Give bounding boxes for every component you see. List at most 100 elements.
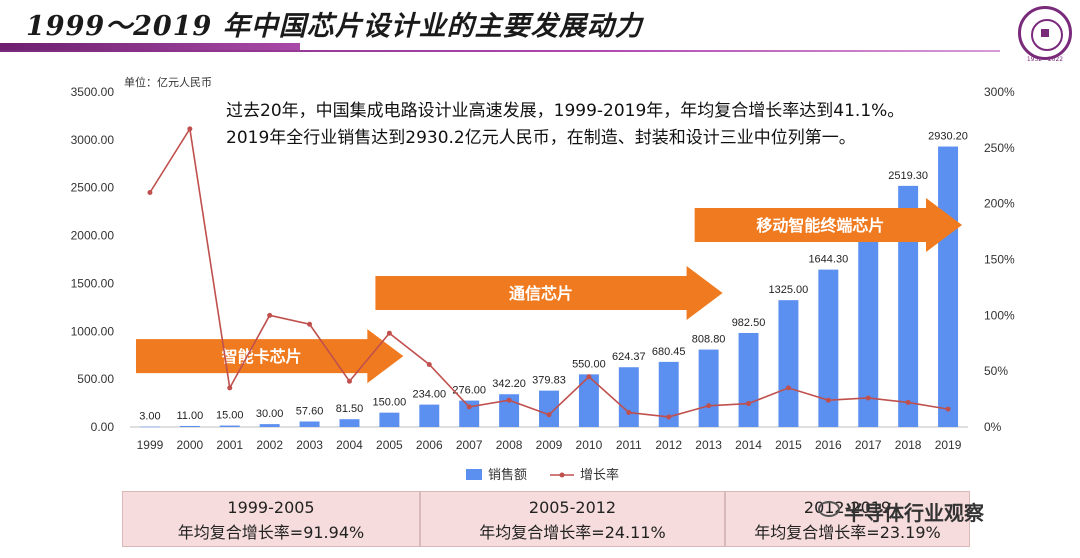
bar xyxy=(578,374,599,427)
growth-rate-point xyxy=(546,412,552,418)
x-tick-label: 2017 xyxy=(855,438,882,452)
y-right-tick-label: 50% xyxy=(984,364,1008,378)
y-right-tick-label: 150% xyxy=(984,253,1015,267)
x-tick-label: 2015 xyxy=(775,438,802,452)
bar-data-label: 1325.00 xyxy=(769,284,809,296)
bar xyxy=(419,404,440,427)
x-tick-label: 2002 xyxy=(256,438,283,452)
bar-data-label: 2930.20 xyxy=(928,131,968,143)
y-left-tick-label: 0.00 xyxy=(91,420,115,434)
bar xyxy=(179,425,200,427)
bar-data-label: 11.00 xyxy=(176,410,203,422)
bar-data-label: 81.50 xyxy=(336,403,364,415)
x-tick-label: 2008 xyxy=(496,438,523,452)
bar xyxy=(339,419,360,427)
phase-arrow-label: 通信芯片 xyxy=(509,284,573,303)
x-tick-label: 2011 xyxy=(616,438,642,452)
unit-label: 单位：亿元人民币 xyxy=(124,76,212,89)
x-tick-label: 2004 xyxy=(336,438,363,452)
x-tick-label: 2012 xyxy=(655,438,682,452)
phase-arrow xyxy=(135,329,404,384)
growth-rate-point xyxy=(307,321,313,327)
bar xyxy=(539,390,559,427)
bar xyxy=(898,185,919,427)
growth-rate-point xyxy=(187,126,193,132)
title-divider xyxy=(0,50,1000,52)
period-rate: 年均复合增长率=23.19% xyxy=(754,523,941,542)
period-rate: 年均复合增长率=91.94% xyxy=(177,523,365,542)
period-box-2: 2005-2012 年均复合增长率=24.11% xyxy=(420,491,725,547)
bar xyxy=(818,269,839,427)
university-logo-icon xyxy=(1018,6,1072,60)
legend-label: 增长率 xyxy=(580,467,619,483)
growth-rate-point xyxy=(785,385,791,391)
y-right-tick-label: 100% xyxy=(984,308,1015,322)
y-right-tick-label: 250% xyxy=(984,141,1015,155)
watermark-text: 半导体行业观察 xyxy=(816,497,984,526)
bar xyxy=(858,228,879,427)
period-rate: 年均复合增长率=24.11% xyxy=(479,523,666,542)
bar xyxy=(618,367,639,427)
period-box-1: 1999-2005 年均复合增长率=91.94% xyxy=(122,491,420,547)
y-left-tick-label: 3000.00 xyxy=(71,133,115,147)
x-tick-label: 2009 xyxy=(536,438,563,452)
x-tick-label: 2006 xyxy=(416,438,443,452)
x-tick-label: 2013 xyxy=(695,438,722,452)
annotation-text: 过去20年，中国集成电路设计业高速发展，1999-2019年，年均复合增长率达到… xyxy=(226,101,905,148)
x-tick-label: 2018 xyxy=(895,438,922,452)
watermark-label: 半导体行业观察 xyxy=(844,501,984,525)
growth-rate-point xyxy=(825,397,831,403)
growth-rate-point xyxy=(506,397,512,403)
x-tick-label: 2001 xyxy=(216,438,243,452)
bar xyxy=(698,349,719,427)
logo-caption: 1952 · 2022 xyxy=(1026,56,1064,63)
legend-label: 销售额 xyxy=(488,467,527,483)
title-accent-bar xyxy=(0,43,300,51)
growth-rate-point xyxy=(905,399,911,405)
growth-rate-point xyxy=(227,385,233,391)
period-years: 2005-2012 xyxy=(528,498,617,517)
bar-data-label: 15.00 xyxy=(216,410,244,422)
growth-rate-point xyxy=(426,361,432,367)
growth-rate-point xyxy=(865,395,871,401)
bar-data-label: 808.80 xyxy=(692,334,726,346)
bar xyxy=(778,300,799,427)
bar xyxy=(938,146,959,427)
bar-data-label: 234.00 xyxy=(412,389,446,401)
y-right-tick-label: 0% xyxy=(984,420,1002,434)
bar xyxy=(219,425,240,427)
bar-data-label: 1644.30 xyxy=(808,254,848,266)
bar-data-label: 342.20 xyxy=(492,378,526,390)
bar-data-label: 3.00 xyxy=(139,411,160,423)
bar xyxy=(738,332,759,427)
bar xyxy=(139,426,160,428)
bar xyxy=(299,421,320,427)
period-years: 1999-2005 xyxy=(227,498,315,517)
bar xyxy=(379,412,400,427)
bar-data-label: 2519.30 xyxy=(888,170,928,182)
growth-rate-point xyxy=(386,330,392,336)
bar-data-label: 57.60 xyxy=(296,405,324,417)
x-tick-label: 2007 xyxy=(456,438,483,452)
x-tick-label: 2014 xyxy=(735,438,762,452)
y-left-tick-label: 2000.00 xyxy=(71,229,115,243)
bar xyxy=(459,400,480,427)
legend-swatch-bar xyxy=(466,469,482,480)
y-left-tick-label: 500.00 xyxy=(77,372,114,386)
x-tick-label: 2000 xyxy=(177,438,204,452)
x-tick-label: 1999 xyxy=(137,438,164,452)
growth-rate-point xyxy=(945,406,951,412)
y-left-tick-label: 3500.00 xyxy=(71,85,115,99)
phase-arrow-label: 移动智能终端芯片 xyxy=(756,216,884,235)
y-right-tick-label: 200% xyxy=(984,197,1015,211)
bar-data-label: 276.00 xyxy=(452,385,486,397)
slide-title: 1999～2019 年中国芯片设计业的主要发展动力 xyxy=(26,11,643,42)
x-tick-label: 2003 xyxy=(296,438,323,452)
bar-data-label: 982.50 xyxy=(732,317,766,329)
y-left-tick-label: 1500.00 xyxy=(71,276,115,290)
bar-data-label: 30.00 xyxy=(256,408,284,420)
growth-rate-point xyxy=(147,190,153,195)
x-tick-label: 2005 xyxy=(376,438,403,452)
growth-rate-point xyxy=(267,312,273,318)
